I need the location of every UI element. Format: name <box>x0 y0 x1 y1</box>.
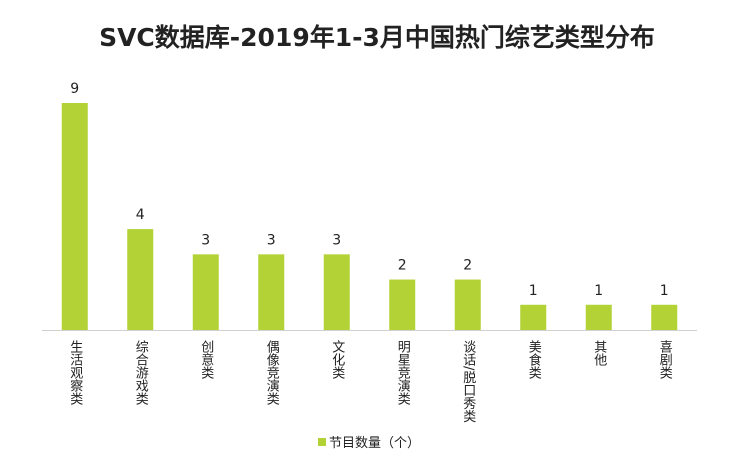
data-label: 4 <box>136 207 145 223</box>
data-label: 3 <box>201 232 210 248</box>
x-tick-label: 其他 <box>591 340 607 367</box>
bar <box>651 304 678 330</box>
data-label: 9 <box>70 81 79 97</box>
bar <box>454 279 481 330</box>
bar <box>127 229 154 330</box>
data-label: 1 <box>660 283 669 299</box>
bar <box>389 279 416 330</box>
legend-swatch <box>318 438 326 446</box>
x-tick-label: 偶像竞演类 <box>264 340 280 405</box>
x-tick-label: 喜剧类 <box>657 340 673 379</box>
x-tick-label: 文化类 <box>329 340 345 379</box>
chart-title: SVC数据库-2019年1-3月中国热门综艺类型分布 <box>99 23 655 52</box>
x-tick-label: 生活观察类 <box>67 340 83 405</box>
bar <box>61 103 88 330</box>
data-label: 1 <box>594 283 603 299</box>
data-label: 3 <box>267 232 276 248</box>
data-label: 2 <box>463 258 472 274</box>
x-tick-label: 谈话/脱口秀类 <box>460 340 476 423</box>
x-tick-label: 美食类 <box>526 340 542 379</box>
bar <box>585 304 612 330</box>
bar <box>258 254 285 330</box>
data-label: 1 <box>529 283 538 299</box>
x-tick-label: 创意类 <box>198 340 214 379</box>
bar <box>192 254 219 330</box>
x-tick-label: 综合游戏类 <box>133 340 149 405</box>
data-label: 3 <box>332 232 341 248</box>
bar <box>323 254 350 330</box>
data-label: 2 <box>398 258 407 274</box>
legend-label: 节目数量（个） <box>329 436 420 451</box>
x-tick-label: 明星竞演类 <box>395 340 411 405</box>
bar <box>520 304 547 330</box>
